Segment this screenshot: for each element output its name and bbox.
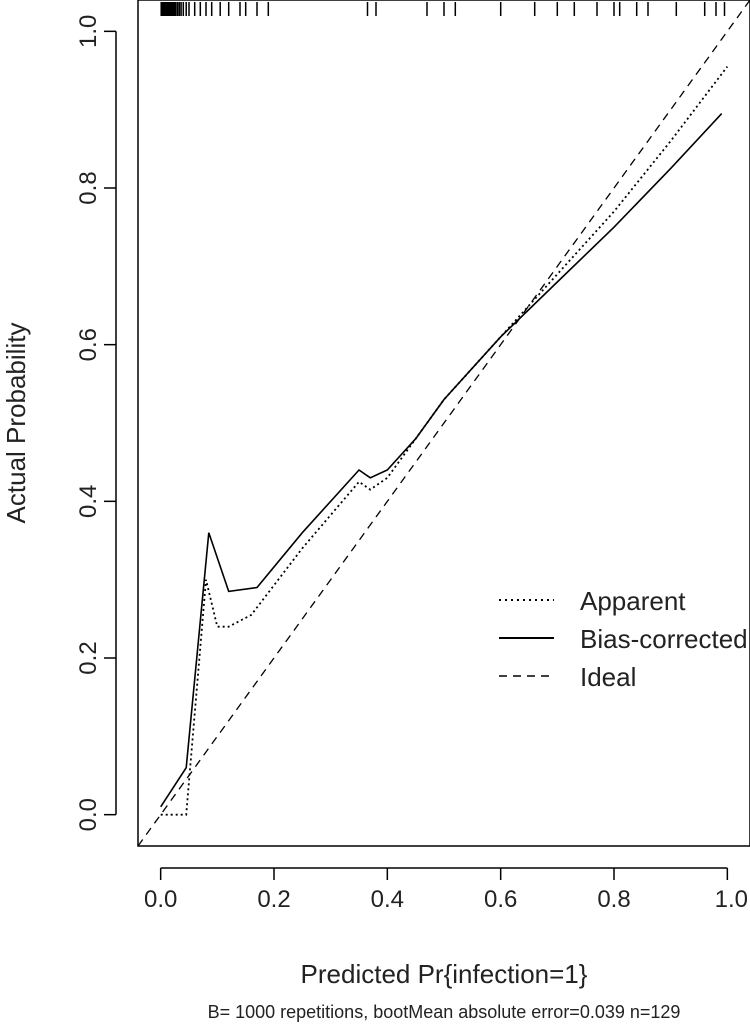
x-tick-label: 0.8 — [597, 886, 630, 913]
y-tick-label: 0.8 — [75, 171, 102, 204]
legend: Apparent Bias-corrected Ideal — [499, 586, 748, 692]
legend-label-bias-corrected: Bias-corrected — [580, 624, 748, 654]
series-line-ideal — [137, 0, 750, 847]
y-tick-label-group: 1.0 — [75, 15, 102, 48]
y-tick-label: 1.0 — [75, 15, 102, 48]
plot-frame — [137, 0, 750, 847]
legend-label-apparent: Apparent — [580, 586, 686, 616]
legend-label-ideal: Ideal — [580, 662, 636, 692]
y-tick-label-group: 0.2 — [75, 641, 102, 674]
y-axis: 0.0 0.2 0.4 0.6 0.8 1.0 — [75, 15, 117, 831]
series-line-apparent — [160, 66, 729, 816]
rug-marks — [160, 2, 726, 16]
series-layer — [137, 0, 750, 847]
y-tick-label: 0.4 — [75, 485, 102, 518]
x-tick-label: 0.0 — [144, 886, 177, 913]
y-tick-label: 0.2 — [75, 641, 102, 674]
x-tick-label: 1.0 — [715, 886, 748, 913]
series-line-bias-corrected — [160, 113, 723, 808]
x-axis: 0.0 0.2 0.4 0.6 0.8 1.0 — [144, 867, 748, 913]
y-tick-label: 0.0 — [75, 798, 102, 831]
y-tick-label-group: 0.6 — [75, 328, 102, 361]
y-axis-title: Actual Probability — [1, 323, 31, 524]
x-axis-title: Predicted Pr{infection=1} — [301, 959, 588, 989]
x-tick-label: 0.6 — [484, 886, 517, 913]
x-tick-label: 0.4 — [371, 886, 404, 913]
y-tick-label: 0.6 — [75, 328, 102, 361]
footnote: B= 1000 repetitions, bootMean absolute e… — [208, 1002, 681, 1022]
y-tick-label-group: 0.4 — [75, 485, 102, 518]
y-tick-label-group: 0.0 — [75, 798, 102, 831]
y-tick-label-group: 0.8 — [75, 171, 102, 204]
x-tick-label: 0.2 — [257, 886, 290, 913]
